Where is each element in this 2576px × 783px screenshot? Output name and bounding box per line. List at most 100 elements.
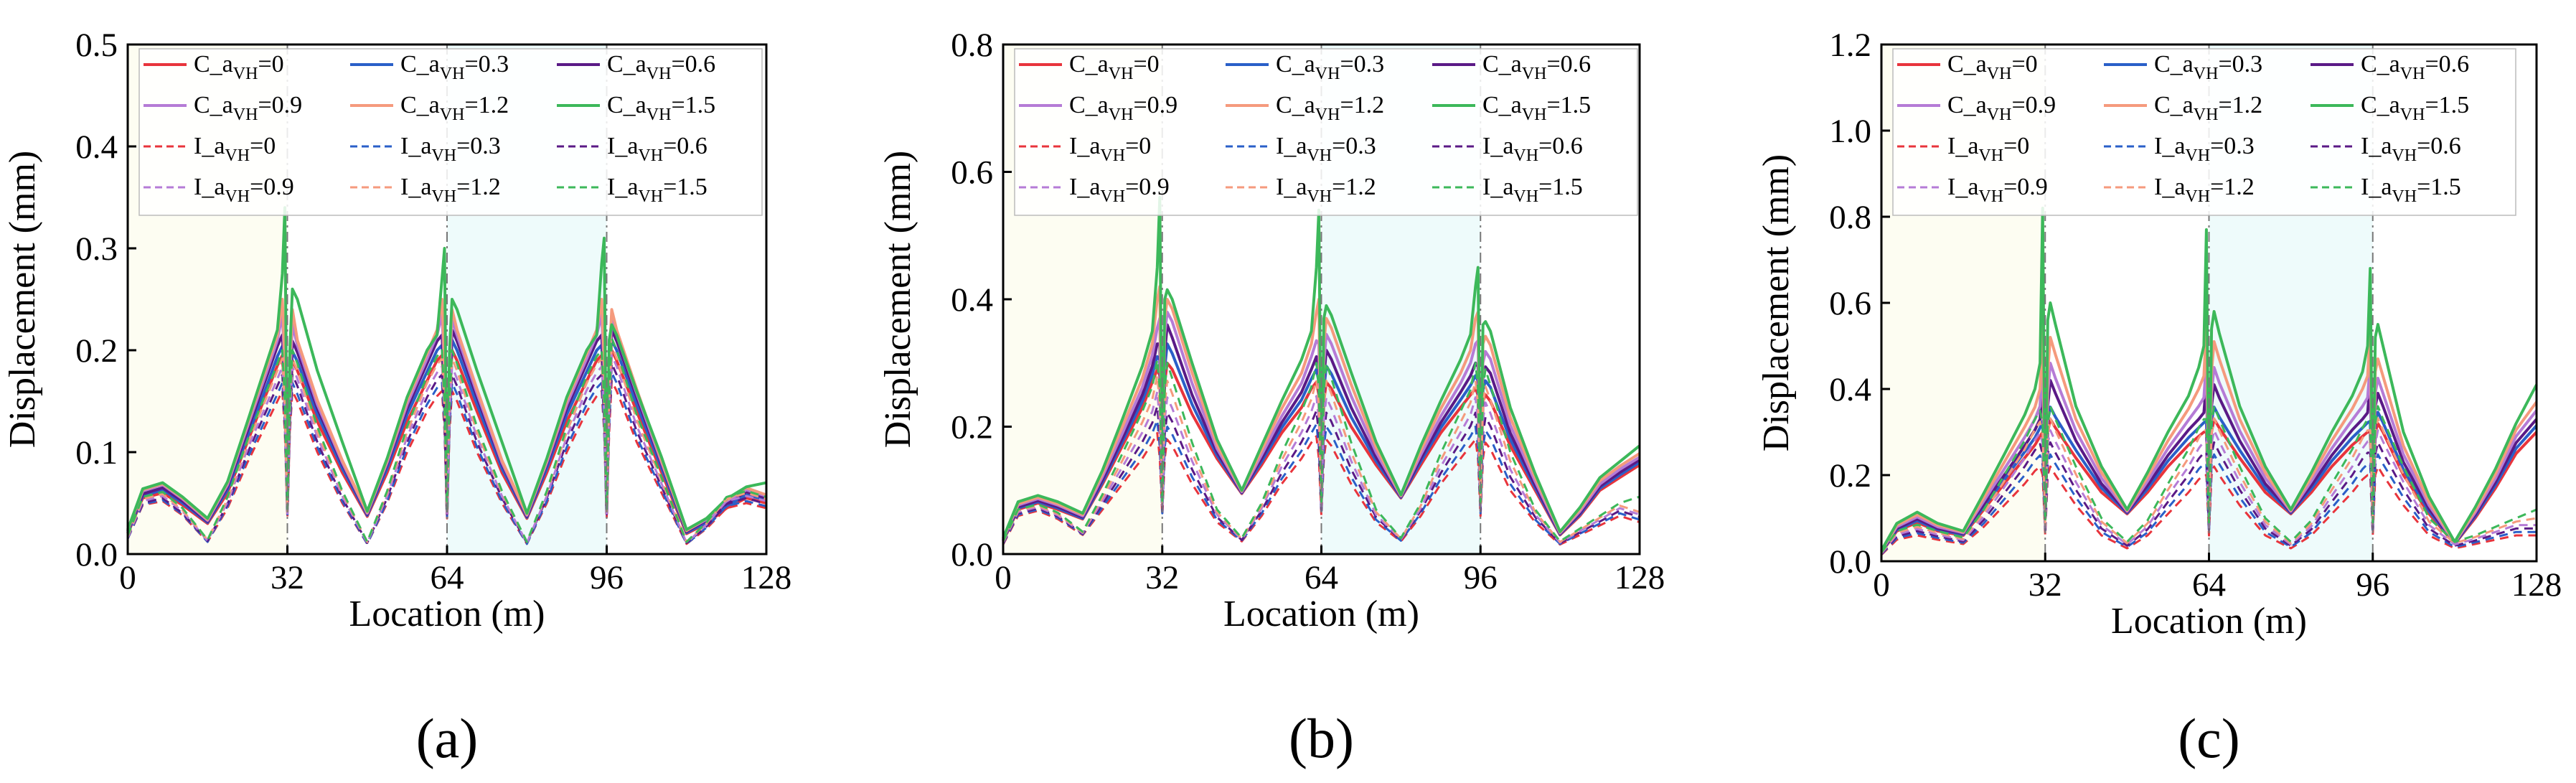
legend-label-suffix: =0.9 <box>2011 92 2056 118</box>
series-line-I_aVH=0.6 <box>1002 405 1640 545</box>
x-tick-label: 96 <box>1464 559 1498 596</box>
y-tick-label: 0.8 <box>1829 199 1871 236</box>
legend-label-prefix: C_a <box>1947 92 1987 118</box>
legend-label-sub: VH <box>440 106 465 124</box>
legend-label-suffix: =0 <box>250 133 276 159</box>
x-tick-label: 32 <box>2029 566 2062 604</box>
y-tick-label: 0.6 <box>1829 285 1871 322</box>
legend-label: I_aVH=0 <box>194 133 276 165</box>
legend-label: C_aVH=0.3 <box>400 51 509 83</box>
legend-box <box>1892 48 2516 216</box>
series-line-I_aVH=0.9 <box>1880 429 2537 555</box>
series-line-I_aVH=1.5 <box>1880 405 2537 553</box>
legend-label-prefix: I_a <box>194 174 225 200</box>
series-line-I_aVH=0.9 <box>1002 390 1640 544</box>
legend-label-sub: VH <box>233 106 258 124</box>
legend-label-suffix: =1.2 <box>464 92 509 118</box>
legend-label-sub: VH <box>1978 146 2003 165</box>
legend-label-prefix: C_a <box>400 92 440 118</box>
legend-label-suffix: =0.6 <box>2417 133 2461 159</box>
legend-label-suffix: =0.9 <box>250 174 294 200</box>
legend-label-suffix: =0.9 <box>1133 92 1177 118</box>
legend: C_aVH=0 C_aVH=0.3 C_aVH=0.6C_aVH=0.9 C_aVH=… <box>138 48 763 216</box>
y-tick-label: 0.0 <box>75 536 118 573</box>
legend-label-sub: VH <box>1100 187 1125 206</box>
legend-label: I_aVH=1.2 <box>2154 174 2255 206</box>
legend-label-prefix: I_a <box>2361 133 2392 159</box>
y-tick-label: 0.2 <box>75 332 118 370</box>
legend-label-sub: VH <box>1987 106 2012 124</box>
y-tick-label: 0.1 <box>75 434 118 472</box>
legend-label-suffix: =0.9 <box>1125 174 1170 200</box>
x-axis-label: Location (m) <box>349 594 545 634</box>
legend-label: I_aVH=0.6 <box>2361 133 2461 165</box>
x-axis-label: Location (m) <box>1223 594 1419 634</box>
legend-label: C_aVH=0 <box>1069 51 1160 83</box>
x-tick-label: 64 <box>2192 566 2226 604</box>
legend-label-prefix: C_a <box>1069 92 1109 118</box>
legend-label-sub: VH <box>647 65 672 83</box>
legend-label-suffix: =0.9 <box>258 92 302 118</box>
legend-label: C_aVH=0.6 <box>2361 51 2469 83</box>
subplot-b: 0 32 64 96 128 0.0 0.2 0.4 0.6 0.8 Location (m) Dis… <box>878 27 1665 769</box>
legend-label: I_aVH=0.9 <box>194 174 294 206</box>
legend-label-suffix: =0.3 <box>456 133 501 159</box>
legend-label-sub: VH <box>440 65 465 83</box>
legend-label-suffix: =0.6 <box>663 133 708 159</box>
legend-label-sub: VH <box>1315 65 1340 83</box>
legend-label: C_aVH=1.2 <box>400 92 509 124</box>
legend-label-prefix: I_a <box>1947 133 1978 159</box>
legend-label-sub: VH <box>2194 65 2219 83</box>
legend-label-sub: VH <box>638 146 663 165</box>
legend-label: C_aVH=0.6 <box>607 51 715 83</box>
legend-label: I_aVH=0.3 <box>400 133 501 165</box>
legend-label-suffix: =0.6 <box>671 51 715 78</box>
legend-label-sub: VH <box>225 146 250 165</box>
legend-label-prefix: C_a <box>194 51 233 78</box>
legend-label: C_aVH=1.5 <box>607 92 715 124</box>
legend-label-prefix: I_a <box>607 133 638 159</box>
legend-label-sub: VH <box>1307 187 1332 206</box>
legend-label: C_aVH=0.3 <box>1276 51 1384 83</box>
legend-label: I_aVH=0.3 <box>2154 133 2255 165</box>
legend-label-suffix: =1.2 <box>1340 92 1384 118</box>
x-tick-label: 32 <box>271 559 304 596</box>
legend-label-prefix: C_a <box>1482 51 1522 78</box>
legend-label-suffix: =0.3 <box>464 51 509 78</box>
legend-label-suffix: =0 <box>2011 51 2037 78</box>
y-tick-label: 0.6 <box>951 154 993 192</box>
legend-label-suffix: =0 <box>1125 133 1151 159</box>
y-tick-label: 0.0 <box>1829 543 1871 581</box>
x-tick-label: 0 <box>1873 566 1890 604</box>
legend-label-prefix: I_a <box>2361 174 2392 200</box>
legend-label-sub: VH <box>1307 146 1332 165</box>
y-tick-label: 0.2 <box>951 409 993 446</box>
x-tick-label: 64 <box>1305 559 1338 596</box>
legend-label-suffix: =1.5 <box>663 174 708 200</box>
legend-label: I_aVH=1.2 <box>1276 174 1376 206</box>
y-axis-label: Displacement (mm) <box>878 151 918 448</box>
legend-label-prefix: I_a <box>2154 174 2185 200</box>
legend-label-sub: VH <box>2185 187 2210 206</box>
legend-label-sub: VH <box>647 106 672 124</box>
legend-label: I_aVH=0.3 <box>1276 133 1376 165</box>
legend-label: I_aVH=0.9 <box>1947 174 2048 206</box>
series-line-C_aVH=1.5 <box>1002 196 1641 539</box>
series-line-C_aVH=1.5 <box>1880 207 2538 551</box>
series-line-I_aVH=0.6 <box>1880 441 2537 555</box>
panel-label: (c) <box>2178 707 2240 769</box>
legend-label-sub: VH <box>1100 146 1125 165</box>
legend-label-prefix: C_a <box>2361 92 2400 118</box>
y-tick-label: 0.4 <box>1829 371 1871 408</box>
legend-label-suffix: =0 <box>258 51 283 78</box>
legend-label-suffix: =0.6 <box>2425 51 2469 78</box>
legend-label-sub: VH <box>1987 65 2012 83</box>
legend-box <box>1014 48 1638 216</box>
legend-label-suffix: =0.9 <box>2003 174 2048 200</box>
legend-label-suffix: =1.5 <box>2425 92 2469 118</box>
x-tick-label: 128 <box>741 559 792 596</box>
y-axis-label: Displacement (mm) <box>2 151 43 448</box>
legend: C_aVH=0 C_aVH=0.3 C_aVH=0.6C_aVH=0.9 C_aVH=… <box>1892 48 2516 216</box>
legend-label-sub: VH <box>1513 187 1538 206</box>
series-line-I_aVH=0 <box>1002 431 1640 546</box>
